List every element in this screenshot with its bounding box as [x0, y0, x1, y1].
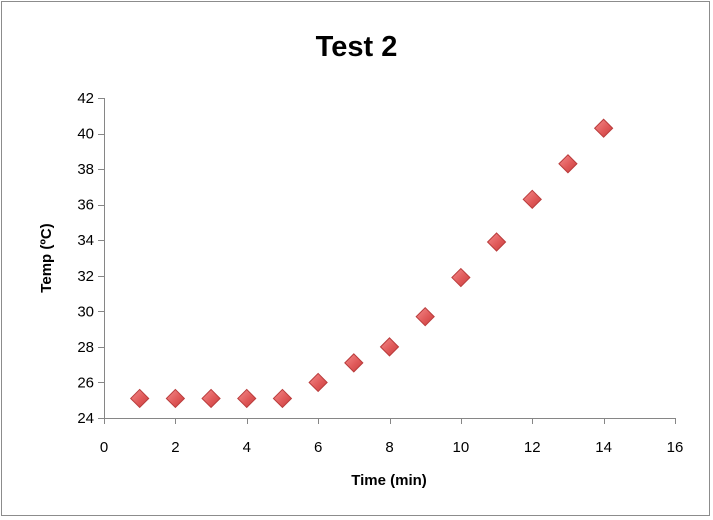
data-point [593, 118, 614, 138]
data-point [379, 337, 400, 357]
chart-title: Test 2 [315, 31, 398, 63]
data-point [201, 388, 221, 409]
data-point [308, 372, 328, 393]
y-tick-label: 42 [77, 90, 94, 107]
x-tick-label: 0 [100, 439, 108, 456]
data-point [451, 267, 471, 288]
data-points [129, 118, 614, 409]
x-tick-label: 6 [314, 439, 322, 456]
y-tick-label: 36 [77, 197, 94, 214]
y-tick-label: 24 [77, 410, 94, 427]
y-axis: 24 26 28 30 32 34 36 38 40 42 [77, 90, 105, 427]
y-tick-label: 28 [77, 339, 94, 356]
data-point [486, 232, 507, 252]
data-point [129, 388, 150, 409]
data-point [272, 388, 293, 409]
x-tick-label: 2 [171, 439, 179, 456]
x-tick-label: 4 [243, 439, 251, 456]
data-point [237, 388, 257, 409]
x-tick-label: 12 [524, 439, 541, 456]
data-point [522, 189, 542, 210]
y-tick-label: 38 [77, 161, 94, 178]
x-tick-label: 8 [385, 439, 393, 456]
x-tick-label: 10 [453, 439, 470, 456]
data-point [558, 154, 578, 174]
y-axis-title: Temp (ºC) [38, 223, 55, 292]
y-tick-label: 32 [77, 268, 94, 285]
y-tick-label: 26 [77, 374, 94, 391]
x-tick-label: 14 [595, 439, 612, 456]
x-tick-label: 16 [667, 439, 684, 456]
data-point [344, 353, 364, 373]
data-point [165, 388, 186, 409]
x-axis: 0 2 4 6 8 10 12 14 16 [100, 418, 684, 456]
y-tick-label: 30 [77, 303, 94, 320]
y-tick-label: 40 [77, 126, 94, 143]
y-tick-label: 34 [77, 232, 94, 249]
data-point [415, 306, 435, 327]
x-axis-title: Time (min) [351, 472, 427, 489]
